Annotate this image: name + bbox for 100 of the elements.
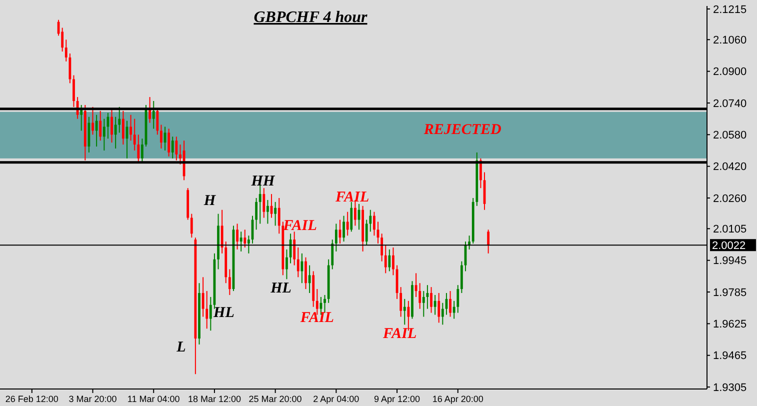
candlestick xyxy=(430,286,432,314)
candlestick xyxy=(334,223,338,252)
candlestick xyxy=(99,110,102,142)
candlestick xyxy=(449,290,452,318)
y-tick-label: 1.9625 xyxy=(713,318,747,331)
candlestick xyxy=(244,229,246,248)
candlestick xyxy=(266,199,269,224)
annotation: FAIL xyxy=(382,326,417,342)
candlestick xyxy=(92,106,94,136)
annotation: HL xyxy=(212,305,234,322)
candlestick xyxy=(342,215,345,242)
candlestick xyxy=(175,136,178,161)
candlestick xyxy=(296,246,300,278)
candlestick xyxy=(369,209,372,232)
y-tick-label: 1.9785 xyxy=(713,286,747,299)
candlestick xyxy=(64,39,68,62)
candlestick xyxy=(148,96,152,124)
candlestick xyxy=(262,188,266,218)
y-tick-label: 2.0420 xyxy=(713,161,747,174)
candlestick xyxy=(171,136,174,159)
y-tick-label: 2.0260 xyxy=(713,192,747,205)
candlestick xyxy=(220,209,224,254)
candlestick xyxy=(95,114,98,148)
candlestick xyxy=(72,74,75,108)
candlestick xyxy=(434,294,436,316)
candlestick xyxy=(152,100,155,130)
candlestick xyxy=(324,294,326,314)
candlestick xyxy=(438,292,440,324)
candlestick xyxy=(141,138,144,163)
candlestick xyxy=(286,248,288,280)
candlestick xyxy=(384,245,387,274)
candlestick xyxy=(373,211,376,236)
y-tick-label: 1.9465 xyxy=(713,350,747,362)
candlestick xyxy=(422,290,425,318)
annotation: FAIL xyxy=(299,310,334,326)
y-tick-label: 1.9945 xyxy=(713,255,747,268)
candlestick xyxy=(258,184,262,224)
candlestick xyxy=(487,229,490,254)
candlestick xyxy=(350,201,353,232)
candlestick xyxy=(114,116,117,150)
y-tick-label: 2.0580 xyxy=(713,130,747,142)
candlestick xyxy=(418,282,422,310)
x-tick-label: 16 Apr 20:00 xyxy=(432,394,484,404)
candlestick xyxy=(247,235,250,254)
x-tick-label: 3 Mar 20:00 xyxy=(68,394,117,404)
candlestick xyxy=(118,106,121,134)
x-tick-label: 25 Mar 20:00 xyxy=(248,394,302,404)
candlestick xyxy=(68,53,72,84)
candlestick xyxy=(156,108,159,136)
candlestick xyxy=(293,231,296,266)
x-tick-label: 9 Apr 12:00 xyxy=(374,394,420,404)
annotation: REJECTED xyxy=(422,122,502,138)
x-tick-label: 18 Mar 12:00 xyxy=(188,394,241,404)
candlestick xyxy=(400,286,402,318)
annotation: FAIL xyxy=(282,218,317,234)
candlestick xyxy=(190,213,193,238)
candlestick xyxy=(228,268,231,296)
candlestick xyxy=(110,108,113,144)
candlestick xyxy=(403,298,406,326)
x-tick-label: 2 Apr 04:00 xyxy=(313,394,360,404)
candlestick xyxy=(240,231,242,252)
candlestick xyxy=(122,110,124,146)
candlestick xyxy=(160,124,162,150)
y-tick-label: 2.0900 xyxy=(713,66,747,78)
annotation: HL xyxy=(270,280,292,296)
candlestick xyxy=(392,246,394,276)
y-tick-label: 2.1215 xyxy=(713,4,747,16)
candlestick xyxy=(255,197,258,230)
ref-line-label: 2.0022 xyxy=(712,240,746,252)
candlestick xyxy=(168,128,170,157)
candlestick xyxy=(346,211,349,236)
annotation: FAIL xyxy=(334,189,370,206)
y-tick-label: 2.0105 xyxy=(713,224,747,236)
y-tick-label: 2.1060 xyxy=(713,34,747,46)
annotation: H xyxy=(202,193,217,210)
candlestick xyxy=(278,197,280,234)
candlestick xyxy=(209,296,212,332)
candlestick xyxy=(300,252,304,284)
candlestick xyxy=(137,134,140,163)
x-tick-label: 11 Mar 04:00 xyxy=(127,394,180,404)
candlestick xyxy=(206,290,208,330)
candlestick xyxy=(452,300,456,320)
candlestick xyxy=(102,118,106,151)
candlestick xyxy=(460,260,463,294)
candlestick xyxy=(331,239,334,270)
candlestick xyxy=(365,219,368,246)
y-tick-label: 1.9305 xyxy=(713,382,747,394)
candlestick xyxy=(202,276,204,318)
candlestick xyxy=(236,223,238,250)
y-tick-label: 2.0740 xyxy=(713,98,747,110)
x-tick-label: 26 Feb 12:00 xyxy=(5,394,58,404)
candlestick xyxy=(304,256,307,290)
candlestick xyxy=(130,114,132,142)
chart-title: GBPCHF 4 hour xyxy=(254,9,368,26)
annotation: HH xyxy=(250,173,276,190)
candlestick xyxy=(133,118,136,151)
annotation: L xyxy=(176,340,186,356)
candlestick xyxy=(441,302,444,326)
candlestick xyxy=(380,233,384,262)
candlestick xyxy=(388,248,391,272)
